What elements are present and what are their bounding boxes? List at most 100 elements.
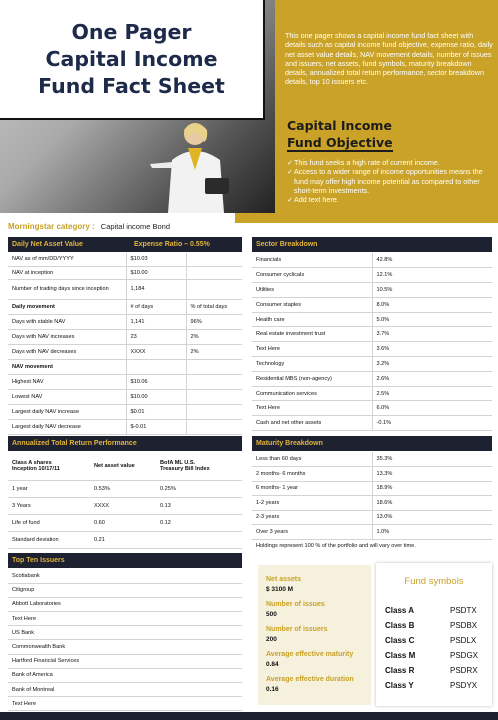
row-percent — [186, 389, 242, 405]
table-row: Commonwealth Bank — [8, 639, 242, 655]
issuer-name: Bank of Montreal — [8, 682, 242, 698]
table-row: Citigroup — [8, 583, 242, 598]
table-row: Daily movement # of days% of total days — [8, 299, 242, 315]
objective-list: This fund seeks a high rate of current i… — [287, 158, 493, 205]
sector-name: Residential MBS (non-agency) — [252, 371, 373, 387]
sector-value: 5.0% — [372, 312, 492, 328]
stat-value: 0.16 — [266, 686, 279, 693]
table-row: Lowest NAV $10.00 — [8, 389, 242, 405]
col-header: BofA ML U.S. Treasury Bill Index — [156, 452, 242, 481]
row-percent — [186, 359, 242, 375]
row-value: $10.03 — [126, 253, 187, 267]
issuer-name: Hartford Financial Services — [8, 654, 242, 669]
row-label: Lowest NAV — [8, 389, 127, 405]
row-value — [156, 531, 242, 549]
table-row: Consumer staples 8.0% — [252, 297, 492, 313]
table-row: Health care 5.0% — [252, 312, 492, 328]
table-header-row: Class A shares Inception 10/17/11 Net ass… — [8, 452, 242, 481]
row-label: Life of fund — [8, 514, 90, 532]
table-row: Number of trading days since inception 1,… — [8, 279, 242, 300]
row-label: Highest NAV — [8, 374, 127, 390]
row-value: 23 — [126, 329, 187, 345]
table-row: NAV as of mm/DD/YYYY $10.03 — [8, 253, 242, 267]
sector-name: Communication services — [252, 386, 373, 402]
row-value: $10.00 — [126, 266, 187, 280]
table-row: Over 3 years 1.0% — [252, 524, 492, 540]
table-row: Abbott Laboratories — [8, 597, 242, 613]
row-value: 0.21 — [90, 531, 156, 549]
row-label: Standard deviation — [8, 531, 90, 549]
table-row: Bank of Montreal — [8, 682, 242, 698]
sector-value: 42.8% — [372, 253, 492, 269]
row-label: Days with NAV increases — [8, 329, 127, 345]
table-row: Less than 60 days 35.3% — [252, 452, 492, 467]
presenter-illustration — [150, 123, 229, 213]
maturity-title: Maturity Breakdown — [256, 440, 323, 447]
table-row: Days with NAV increases 23 2% — [8, 329, 242, 345]
stat-label: Number of issues — [266, 601, 325, 608]
fund-symbol: PSDRX — [450, 666, 478, 675]
issuers-header: Top Ten Issuers — [8, 553, 242, 568]
row-value: 0.53% — [90, 480, 156, 498]
table-row: Days with NAV decreases XXXX 2% — [8, 344, 242, 360]
row-percent — [186, 253, 242, 267]
row-value: XXXX — [126, 344, 187, 360]
morningstar-category: Morningstar category : Capital income Bo… — [8, 222, 170, 231]
row-label: NAV as of mm/DD/YYYY — [8, 253, 127, 267]
maturity-range: 6 months- 1 year — [252, 481, 373, 496]
stat-label: Number of issuers — [266, 626, 328, 633]
row-label: Number of trading days since inception — [8, 279, 127, 300]
sector-name: Consumer staples — [252, 297, 373, 313]
sector-name: Consumer cyclicals — [252, 267, 373, 284]
sector-value: 10.5% — [372, 282, 492, 298]
maturity-value: 13.3% — [372, 466, 492, 482]
table-row: Communication services 2.5% — [252, 386, 492, 402]
table-row: Highest NAV $10.06 — [8, 374, 242, 390]
fund-stats-panel — [258, 565, 371, 705]
issuer-name: US Bank — [8, 625, 242, 641]
table-row: Largest daily NAV increase $0.01 — [8, 404, 242, 420]
sector-name: Text Here — [252, 341, 373, 358]
maturity-value: 1.0% — [372, 524, 492, 540]
issuer-name: Bank of America — [8, 668, 242, 684]
maturity-range: 2 months- 6 months — [252, 466, 373, 482]
fund-class: Class Y — [385, 681, 414, 690]
sector-name: Financials — [252, 253, 373, 269]
maturity-value: 13.0% — [372, 510, 492, 525]
daily-nav-title: Daily Net Asset Value — [12, 241, 83, 248]
annualized-table: Class A shares Inception 10/17/11 Net ass… — [8, 452, 242, 549]
table-row: NAV movement — [8, 359, 242, 375]
stat-label: Average effective duration — [266, 676, 354, 683]
row-value — [126, 359, 187, 375]
fund-symbol: PSDBX — [450, 621, 478, 630]
annualized-title: Annualized Total Return Performance — [12, 440, 137, 447]
issuer-name: Abbott Laboratories — [8, 597, 242, 613]
issuers-title: Top Ten Issuers — [12, 557, 65, 564]
fund-symbols-panel — [376, 563, 492, 706]
stat-label: Net assets — [266, 576, 302, 583]
issuer-name: Commonwealth Bank — [8, 639, 242, 655]
bottom-bar — [0, 712, 498, 720]
table-row: Residential MBS (non-agency) 2.6% — [252, 371, 492, 387]
sector-title: Sector Breakdown — [256, 241, 318, 248]
row-percent: 2% — [186, 329, 242, 345]
daily-nav-table: NAV as of mm/DD/YYYY $10.03 NAV at incepti… — [8, 253, 242, 435]
row-value: XXXX — [90, 497, 156, 515]
row-value: $10.00 — [126, 389, 187, 405]
sector-value: 3.7% — [372, 326, 492, 343]
stat-value: 200 — [266, 636, 277, 643]
table-row: 1-2 years 18.6% — [252, 495, 492, 511]
row-percent: % of total days — [186, 299, 242, 315]
row-value: 1,141 — [126, 314, 187, 330]
maturity-range: 1-2 years — [252, 495, 373, 511]
table-row: Life of fund 0.60 0.12 — [8, 514, 242, 532]
row-value: 1,184 — [126, 279, 187, 300]
table-row: Hartford Financial Services — [8, 654, 242, 669]
row-percent — [186, 419, 242, 435]
row-label: Days with NAV decreases — [8, 344, 127, 360]
table-row: Utilities 10.5% — [252, 282, 492, 298]
fund-symbol: PSDYX — [450, 681, 478, 690]
sector-name: Cash and net other assets — [252, 415, 373, 432]
table-row: 2 months- 6 months 13.3% — [252, 466, 492, 482]
intro-text: This one pager shows a capital income fu… — [285, 31, 493, 87]
